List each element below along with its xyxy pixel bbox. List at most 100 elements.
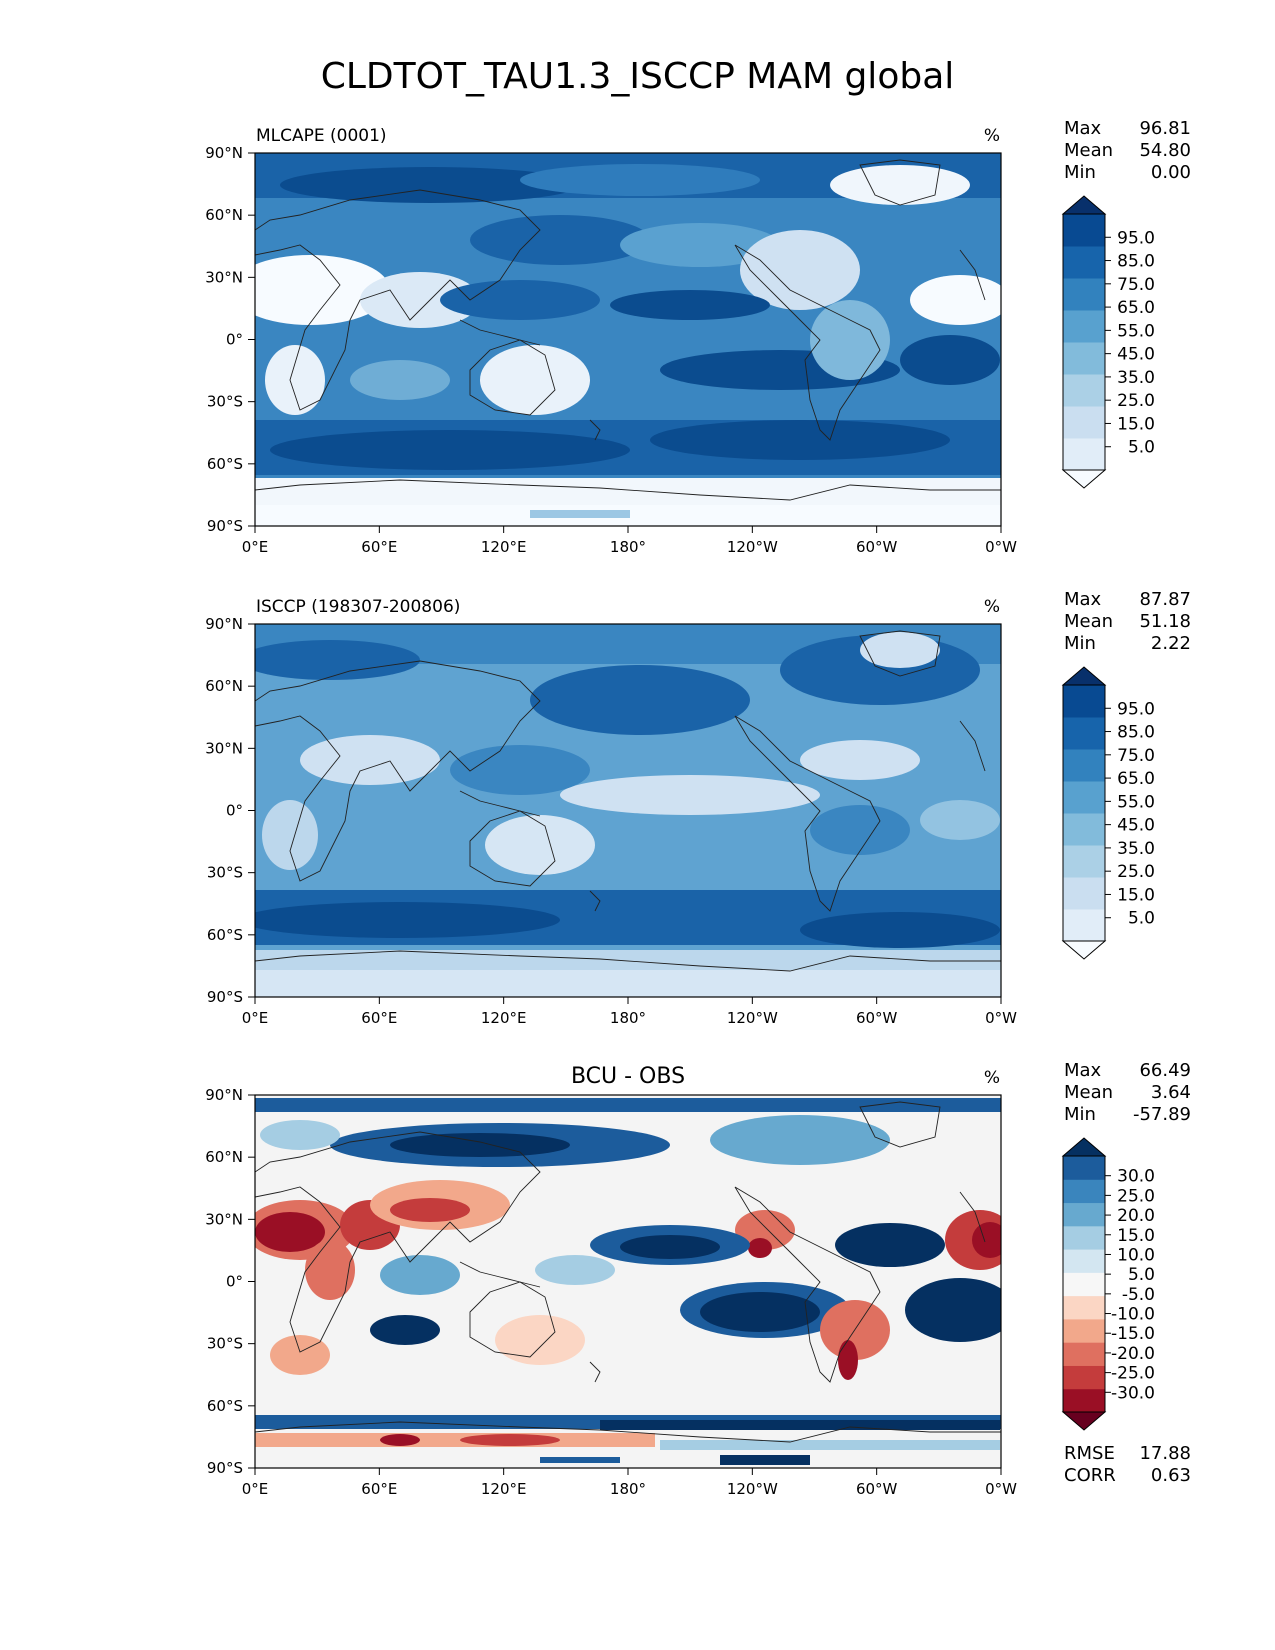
- lat-tick-label: 30°S: [207, 393, 243, 411]
- colorbar-segment: [1063, 1342, 1105, 1366]
- stat-value: 3.64: [1151, 1082, 1191, 1103]
- colorbar-tick-label: 75.0: [1117, 275, 1155, 295]
- panel-units: %: [984, 126, 1000, 146]
- stat-value: 2.22: [1151, 633, 1191, 654]
- stat-label: Mean: [1064, 140, 1113, 161]
- stat-value: 66.49: [1139, 1060, 1191, 1081]
- colorbar-segment: [1063, 246, 1105, 279]
- lon-tick-label: 0°W: [985, 1009, 1017, 1027]
- lon-tick-label: 60°E: [361, 538, 397, 556]
- map-field-obs: [255, 624, 1001, 997]
- colorbar-extend-max: [1061, 1137, 1107, 1157]
- lat-tick-label: 60°N: [205, 677, 243, 695]
- lon-tick-label: 180°: [610, 1009, 646, 1027]
- stat-label: Max: [1064, 1060, 1102, 1081]
- stat-label: Mean: [1064, 611, 1113, 632]
- stat-value: -57.89: [1133, 1104, 1191, 1125]
- panel-center-title: BCU - OBS: [571, 1064, 685, 1089]
- stat-value: 87.87: [1139, 589, 1191, 610]
- coastlines-model: [255, 159, 1001, 501]
- map-field-model: [255, 153, 1001, 526]
- lat-tick-label: 0°: [226, 802, 243, 820]
- colorbar-tick-label: -15.0: [1111, 1324, 1155, 1344]
- colorbar-segment: [1063, 310, 1105, 343]
- colorbar-extend-max: [1061, 195, 1107, 215]
- colorbar-tick-label: 25.0: [1117, 391, 1155, 411]
- panel-obs: 90°N 60°N 30°N 0° 30°S 60°S 90°S 0°E 60°E 120°E 1…: [205, 589, 1191, 1027]
- lon-tick-label: 60°W: [856, 538, 898, 556]
- colorbar-tick-label: 85.0: [1117, 252, 1155, 272]
- colorbar-tick-label: 95.0: [1117, 699, 1155, 719]
- lat-tick-label: 90°S: [207, 988, 243, 1006]
- lon-tick-label: 60°E: [361, 1480, 397, 1498]
- lon-tick-label: 120°E: [481, 538, 527, 556]
- colorbar-segment: [1063, 1318, 1105, 1343]
- lat-tick-label: 30°S: [207, 864, 243, 882]
- lat-tick-label: 0°: [226, 331, 243, 349]
- lon-tick-label: 0°E: [242, 1009, 269, 1027]
- colorbar-tick-label: -5.0: [1122, 1285, 1155, 1305]
- lon-tick-label: 0°E: [242, 1480, 269, 1498]
- colorbar-segment: [1063, 342, 1105, 375]
- lat-tick-label: 60°N: [205, 206, 243, 224]
- colorbar-tick-label: 5.0: [1128, 1265, 1155, 1285]
- colorbar-frame: [1062, 684, 1106, 942]
- colorbar-extend-max: [1061, 666, 1107, 686]
- stat-value: 96.81: [1139, 118, 1191, 139]
- lon-tick-label: 0°W: [985, 1480, 1017, 1498]
- lat-tick-label: 60°N: [205, 1148, 243, 1166]
- coastlines-diff: [255, 1101, 1001, 1443]
- colorbar-extend-min: [1061, 940, 1107, 960]
- lon-tick-label: 120°W: [727, 1009, 778, 1027]
- colorbar-segment: [1063, 1202, 1105, 1227]
- colorbar-frame: [1062, 213, 1106, 471]
- colorbar-tick-label: 15.0: [1117, 414, 1155, 434]
- colorbar-segment: [1063, 1388, 1105, 1413]
- panel-left-title: MLCAPE (0001): [256, 126, 387, 146]
- colorbar-tick-label: 35.0: [1117, 839, 1155, 859]
- figure-title: CLDTOT_TAU1.3_ISCCP MAM global: [320, 56, 955, 97]
- colorbar-segment: [1063, 1249, 1105, 1273]
- colorbar-segment: [1063, 374, 1105, 407]
- lat-tick-label: 90°S: [207, 1459, 243, 1477]
- colorbar-tick-label: 35.0: [1117, 368, 1155, 388]
- colorbar-segment: [1063, 1179, 1105, 1204]
- stat-label: Mean: [1064, 1082, 1113, 1103]
- colorbar-segment: [1063, 717, 1105, 750]
- colorbar-extend-min: [1061, 469, 1107, 489]
- lat-tick-label: 30°N: [205, 1210, 243, 1228]
- colorbar-frame: [1062, 1155, 1106, 1413]
- panel-units: %: [984, 1068, 1000, 1088]
- footer-stat-value: 17.88: [1139, 1443, 1191, 1464]
- lon-tick-label: 60°W: [856, 1009, 898, 1027]
- stat-value: 51.18: [1139, 611, 1191, 632]
- lon-tick-label: 120°E: [481, 1480, 527, 1498]
- lon-tick-label: 180°: [610, 1480, 646, 1498]
- stat-label: Min: [1064, 1104, 1096, 1125]
- footer-stat-value: 0.63: [1151, 1465, 1191, 1486]
- colorbar-segment: [1063, 214, 1105, 247]
- panel-diff: 90°N 60°N 30°N 0° 30°S 60°S 90°S 0°E 60°E 120°E 1…: [205, 1060, 1191, 1498]
- stat-label: Max: [1064, 118, 1102, 139]
- lat-tick-label: 90°N: [205, 615, 243, 633]
- colorbar-tick-label: -20.0: [1111, 1344, 1155, 1364]
- panel-units: %: [984, 597, 1000, 617]
- footer-stat-label: CORR: [1064, 1465, 1116, 1486]
- lat-tick-label: 60°S: [207, 1397, 243, 1415]
- lon-tick-label: 120°E: [481, 1009, 527, 1027]
- colorbar-segment: [1063, 1295, 1105, 1320]
- stat-label: Min: [1064, 633, 1096, 654]
- stat-label: Max: [1064, 589, 1102, 610]
- lat-tick-label: 30°S: [207, 1335, 243, 1353]
- colorbar-tick-label: 30.0: [1117, 1167, 1155, 1187]
- lat-tick-label: 90°S: [207, 517, 243, 535]
- colorbar-tick-label: 5.0: [1128, 909, 1155, 929]
- colorbar-tick-label: -10.0: [1111, 1305, 1155, 1325]
- colorbar-tick-label: 75.0: [1117, 746, 1155, 766]
- lon-tick-label: 120°W: [727, 538, 778, 556]
- lat-tick-label: 60°S: [207, 455, 243, 473]
- colorbar-tick-label: -30.0: [1111, 1383, 1155, 1403]
- colorbar-tick-label: 55.0: [1117, 792, 1155, 812]
- colorbar-segment: [1063, 845, 1105, 878]
